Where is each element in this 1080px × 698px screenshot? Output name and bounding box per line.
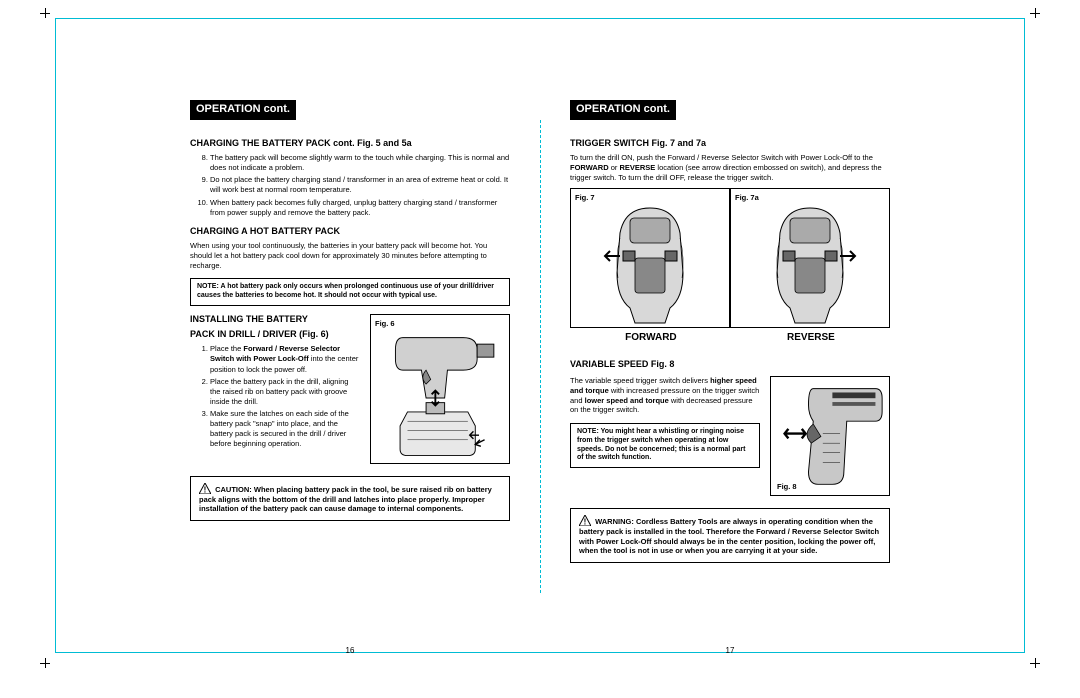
note-whistling: NOTE: You might hear a whistling or ring…	[570, 423, 760, 468]
warning-triangle-icon: !	[199, 483, 211, 494]
warning-triangle-icon: !	[579, 515, 591, 526]
figure-8: Fig. 8	[770, 376, 890, 496]
page-spread: OPERATION cont. CHARGING THE BATTERY PAC…	[160, 100, 920, 638]
note-text: NOTE: You might hear a whistling or ring…	[577, 428, 745, 461]
svg-text:!: !	[584, 518, 587, 527]
trigger-para: To turn the drill ON, push the Forward /…	[570, 153, 890, 182]
figure-label: Fig. 6	[375, 319, 505, 328]
drill-top-forward-illustration	[575, 203, 725, 328]
list-item: Place the Forward / Reverse Selector Swi…	[210, 344, 360, 374]
caution-box: ! CAUTION: When placing battery pack in …	[190, 476, 510, 521]
forward-reverse-labels: FORWARD REVERSE	[570, 332, 890, 345]
drill-side-trigger-illustration	[775, 381, 885, 491]
crop-mark	[1030, 658, 1040, 668]
list-item: When battery pack becomes fully charged,…	[210, 198, 510, 218]
warning-label: WARNING:	[595, 517, 634, 526]
figure-7a: Fig. 7a	[730, 188, 890, 328]
subheading-install-b: PACK IN DRILL / DRIVER (Fig. 6)	[190, 329, 360, 340]
subheading-trigger: TRIGGER SWITCH Fig. 7 and 7a	[570, 138, 890, 149]
drill-battery-illustration	[375, 328, 505, 468]
crop-mark	[1030, 8, 1040, 18]
variable-speed-para: The variable speed trigger switch delive…	[570, 376, 760, 415]
forward-label: FORWARD	[625, 332, 676, 345]
list-item: Place the battery pack in the drill, ali…	[210, 377, 360, 407]
page-left: OPERATION cont. CHARGING THE BATTERY PAC…	[160, 100, 540, 638]
reverse-label: REVERSE	[787, 332, 835, 345]
warning-box: ! WARNING: Cordless Battery Tools are al…	[570, 508, 890, 563]
drill-top-reverse-illustration	[735, 203, 885, 328]
section-header: OPERATION cont.	[190, 100, 296, 120]
hot-battery-para: When using your tool continuously, the b…	[190, 241, 510, 270]
subheading-hot-battery: CHARGING A HOT BATTERY PACK	[190, 226, 510, 237]
figure-6: Fig. 6	[370, 314, 510, 464]
subheading-charging-cont: CHARGING THE BATTERY PACK cont. Fig. 5 a…	[190, 138, 510, 149]
variable-speed-text: The variable speed trigger switch delive…	[570, 376, 760, 496]
figure-7: Fig. 7	[570, 188, 730, 328]
page-right: OPERATION cont. TRIGGER SWITCH Fig. 7 an…	[540, 100, 920, 638]
caution-label: CAUTION:	[215, 485, 252, 494]
install-battery-row: INSTALLING THE BATTERY PACK IN DRILL / D…	[190, 314, 510, 464]
section-header: OPERATION cont.	[570, 100, 676, 120]
subheading-variable-speed: VARIABLE SPEED Fig. 8	[570, 359, 890, 370]
install-battery-text: INSTALLING THE BATTERY PACK IN DRILL / D…	[190, 314, 360, 452]
install-steps-list: Place the Forward / Reverse Selector Swi…	[190, 344, 360, 449]
figure-label: Fig. 7	[575, 193, 725, 202]
charging-steps-list: The battery pack will become slightly wa…	[190, 153, 510, 218]
figure-label: Fig. 8	[777, 482, 797, 491]
crop-mark	[40, 8, 50, 18]
subheading-install-a: INSTALLING THE BATTERY	[190, 314, 360, 325]
note-text: NOTE: A hot battery pack only occurs whe…	[197, 283, 494, 299]
list-item: The battery pack will become slightly wa…	[210, 153, 510, 173]
page-number: 17	[540, 646, 920, 656]
figure-label: Fig. 7a	[735, 193, 885, 202]
crop-mark	[40, 658, 50, 668]
variable-speed-row: The variable speed trigger switch delive…	[570, 376, 890, 496]
note-hot-battery: NOTE: A hot battery pack only occurs whe…	[190, 278, 510, 306]
list-item: Make sure the latches on each side of th…	[210, 409, 360, 450]
page-number: 16	[160, 646, 540, 656]
figure-7-row: Fig. 7 Fig. 7a	[570, 188, 890, 328]
svg-text:!: !	[204, 485, 207, 494]
list-item: Do not place the battery charging stand …	[210, 175, 510, 195]
